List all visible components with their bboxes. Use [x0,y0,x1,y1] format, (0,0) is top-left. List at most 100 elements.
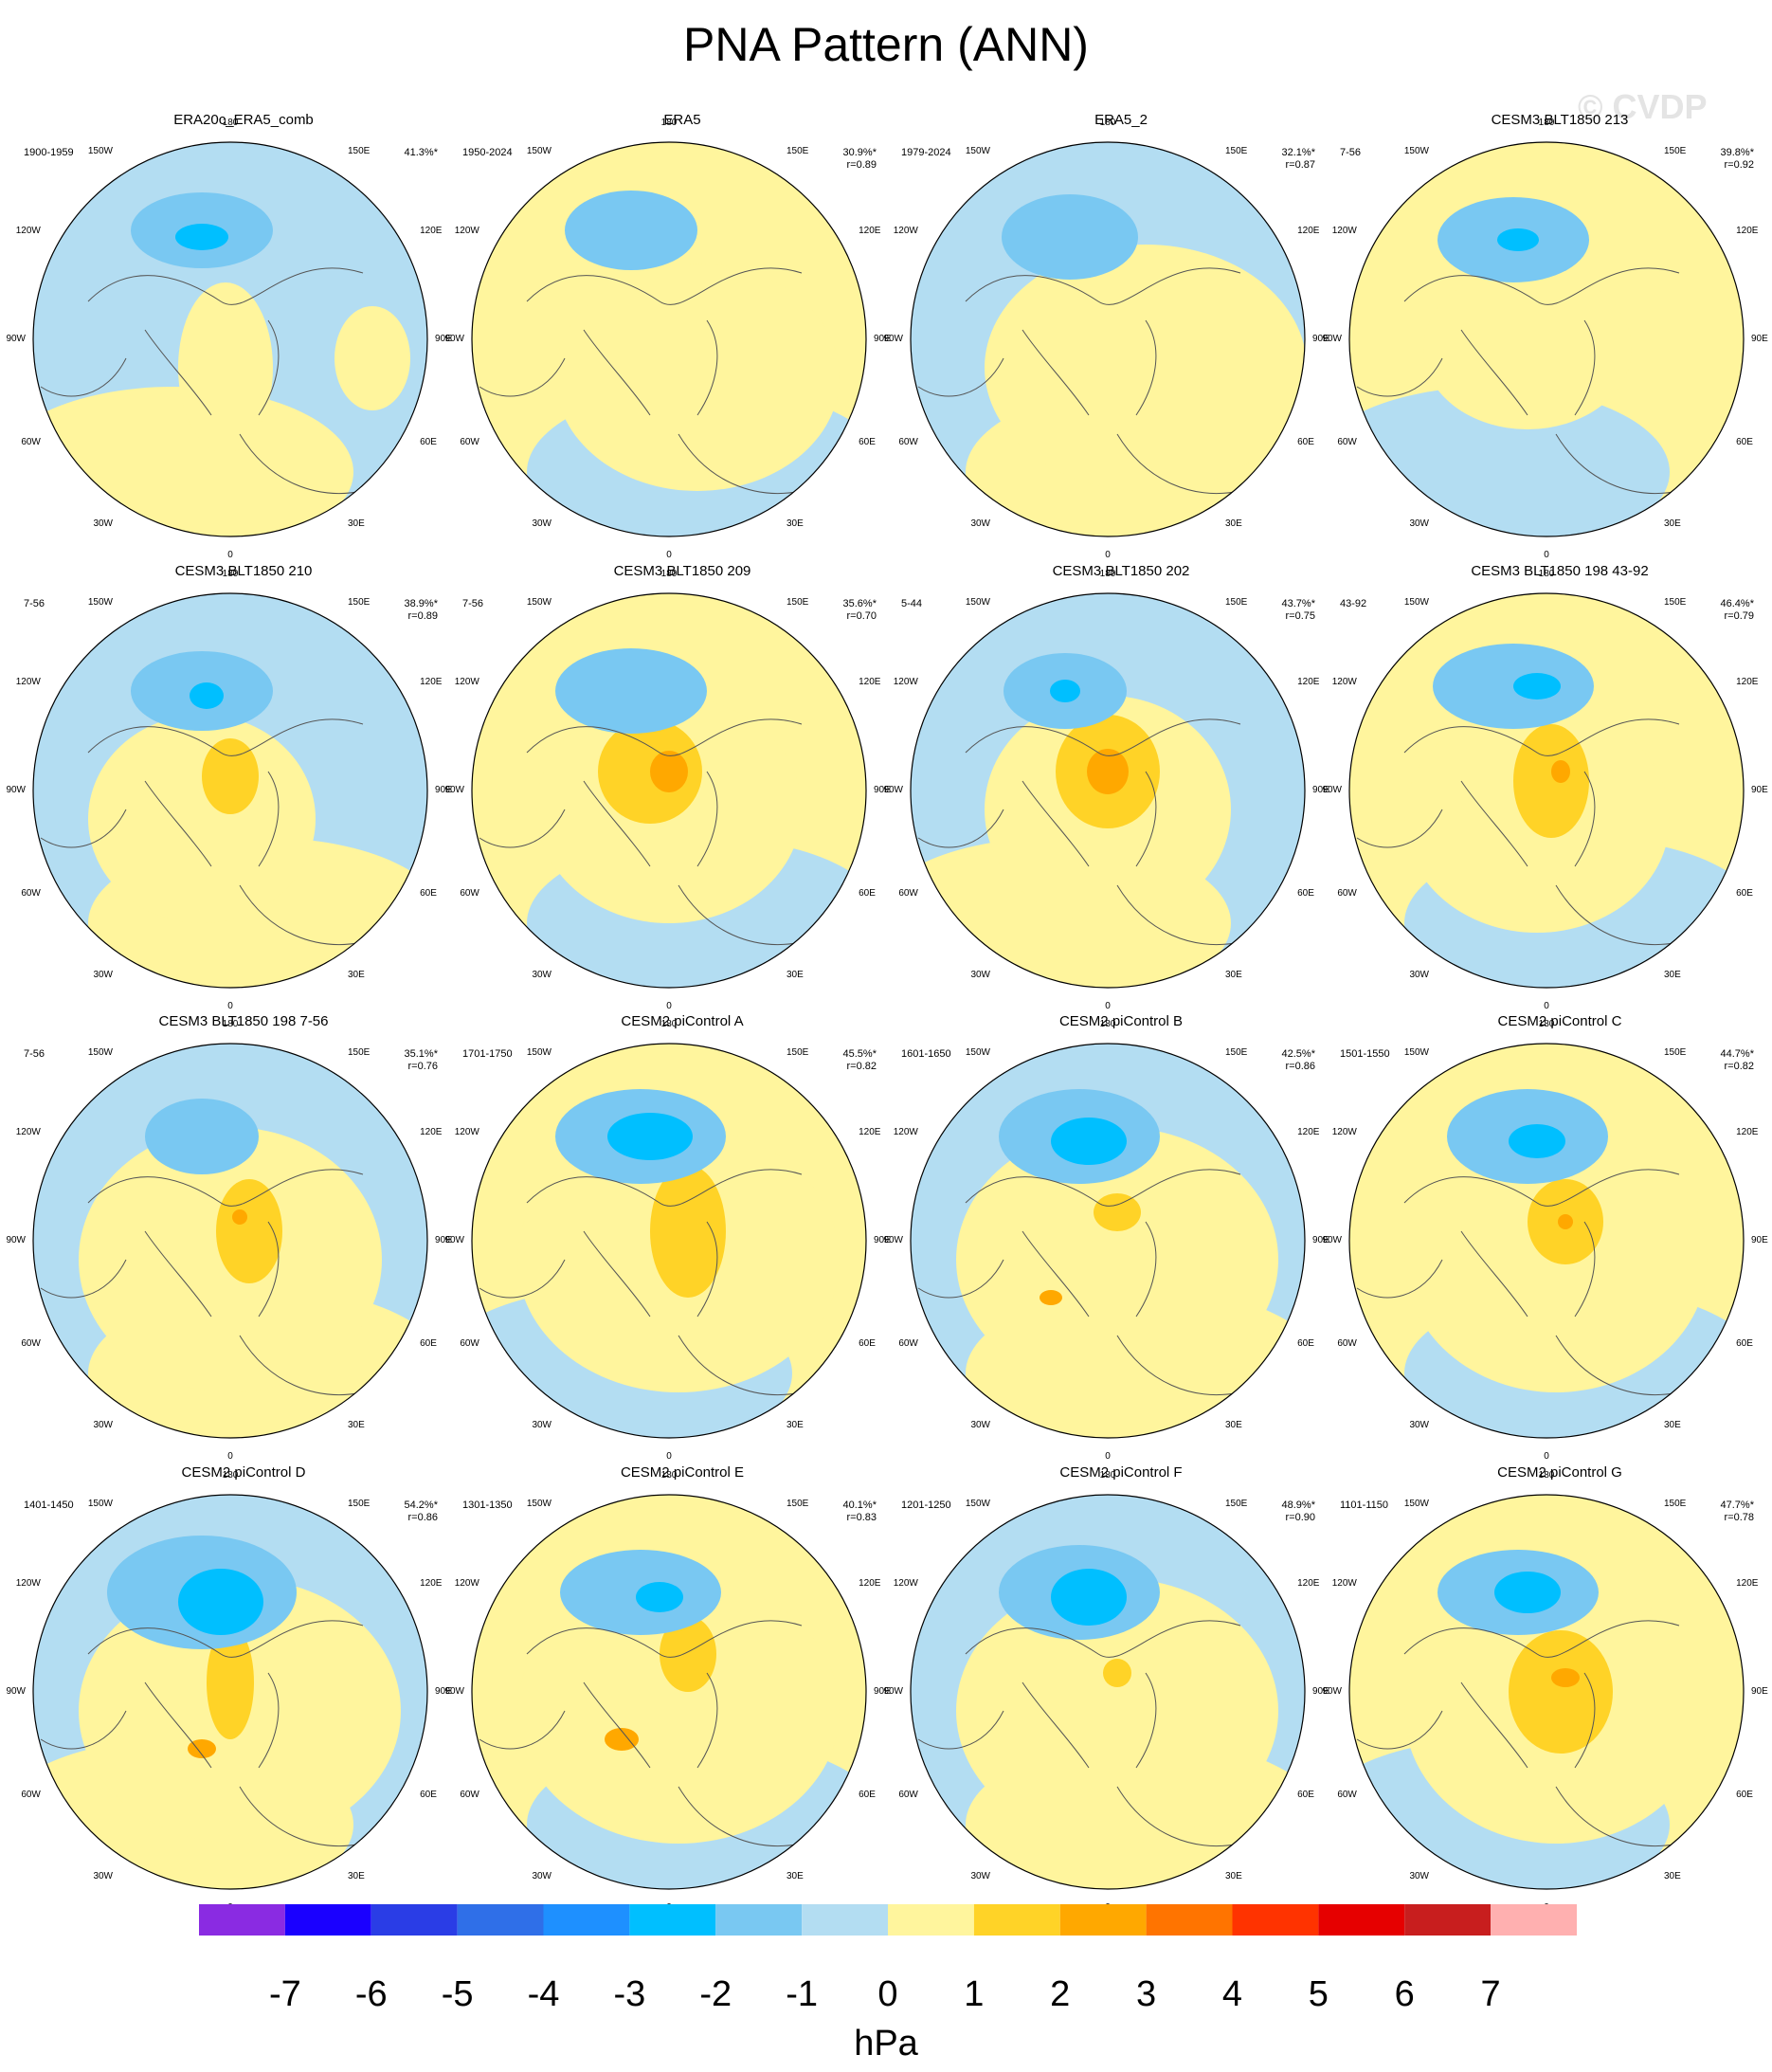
longitude-label: 150W [526,145,551,156]
longitude-label: 30W [970,518,990,530]
longitude-label: 120W [1331,226,1357,236]
panel-period: 7-56 [24,598,45,609]
panel-variance-pct: 45.5%* [842,1048,877,1060]
longitude-label: 30W [532,970,551,981]
colorbar-tick-label: 7 [1480,1974,1501,2014]
longitude-label: 90E [874,334,891,344]
longitude-label: 120W [454,1127,479,1137]
longitude-label: 150E [1664,1046,1687,1058]
longitude-label: 30W [1409,518,1429,530]
longitude-label: 120E [1297,1578,1320,1589]
panel-pattern-corr: r=0.76 [407,1061,439,1072]
longitude-label: 150E [1664,145,1687,156]
panel-stats: 35.6%* r=0.70 [820,598,877,623]
map-boundary [471,1043,867,1439]
longitude-label: 60E [420,888,437,899]
longitude-label: 180 [660,118,678,128]
longitude-label: 60E [1297,888,1314,899]
longitude-label: 150E [348,145,371,156]
longitude-label: 90E [1751,785,1768,795]
panel-title: CESM2 piControl D [181,1464,306,1481]
longitude-label: 180 [660,569,678,579]
longitude-label: 180 [1538,1470,1555,1481]
longitude-label: 120E [1736,677,1759,687]
panel-pattern-corr: r=0.92 [1724,159,1755,171]
positive-anomaly-region [335,306,410,410]
panel-period: 1501-1550 [1340,1048,1390,1060]
longitude-label: 30E [787,518,804,530]
longitude-label: 30W [970,970,990,981]
longitude-label: 0 [666,550,672,560]
longitude-label: 150E [1664,1498,1687,1509]
panel-title: ERA20c_ERA5_comb [173,112,314,128]
panel-pattern-corr: r=0.82 [1724,1061,1755,1072]
panel-stats: 39.8%* r=0.92 [1697,147,1754,172]
longitude-label: 30E [1664,1420,1681,1431]
colorbar-tick-label: -5 [441,1974,474,2014]
negative-anomaly-center [1051,1569,1127,1626]
coastline [479,267,803,494]
panel-title: CESM3 BLT1850 198 7-56 [158,1013,329,1029]
negative-anomaly-center [565,191,697,270]
longitude-label: 90E [1312,785,1329,795]
panel-pattern-corr: r=0.89 [407,610,439,622]
longitude-label: 30E [1225,970,1242,981]
longitude-label: 150W [526,596,551,608]
positive-anomaly-core [1509,1630,1613,1754]
longitude-label: 90E [1751,1235,1768,1245]
positive-anomaly-core [232,1209,247,1225]
positive-anomaly-region [956,1127,1278,1392]
panel-pattern-corr: r=0.82 [846,1061,877,1072]
longitude-label: 150E [1225,1046,1248,1058]
longitude-label: 30E [348,518,365,530]
longitude-label: 120W [893,677,918,687]
longitude-label: 120W [893,1578,918,1589]
panel-stats: 44.7%* r=0.82 [1697,1048,1754,1073]
polar-map [910,1043,1306,1439]
longitude-label: 60W [21,888,41,899]
panel-variance-pct: 35.6%* [842,598,877,609]
positive-anomaly-core [188,1739,216,1758]
longitude-label: 120E [1297,226,1320,236]
coastline [1356,1620,1680,1846]
longitude-label: 60E [1736,1338,1753,1349]
negative-anomaly-center [1002,194,1138,280]
coastline [1356,718,1680,945]
longitude-label: 90E [435,1235,452,1245]
polar-map [32,1043,428,1439]
colorbar-tick-label: 1 [964,1974,985,2014]
panel-period: 1301-1350 [462,1499,513,1511]
colorbar-tick-label: -4 [527,1974,560,2014]
longitude-label: 90W [444,1235,464,1245]
positive-anomaly-core [1087,749,1129,794]
panel-stats: 54.2%* r=0.86 [381,1499,438,1524]
longitude-label: 90E [435,785,452,795]
positive-anomaly-core [216,1179,282,1283]
longitude-label: 120E [420,1578,443,1589]
map-panel: CESM3 BLT1850 202 5-44 43.7%* r=0.75 180 150E… [883,563,1344,1011]
panel-pattern-corr: r=0.86 [407,1512,439,1523]
polar-map [471,592,867,989]
panel-title: CESM3 BLT1850 202 [1052,563,1190,579]
colorbar-tick-label: -3 [613,1974,646,2014]
longitude-label: 150W [1403,1046,1429,1058]
panel-variance-pct: 46.4%* [1720,598,1754,609]
map-boundary [1348,1494,1745,1890]
map-boundary [910,1494,1306,1890]
map-panel: CESM3 BLT1850 198 7-56 7-56 35.1%* r=0.76 18… [6,1013,466,1462]
longitude-label: 180 [222,1470,239,1481]
colorbar-units: hPa [854,2024,918,2063]
longitude-label: 30E [1225,1871,1242,1882]
map-boundary [471,592,867,989]
longitude-label: 150W [87,145,113,156]
longitude-label: 60E [1736,888,1753,899]
longitude-label: 90W [444,785,464,795]
panel-variance-pct: 32.1%* [1281,147,1315,158]
longitude-label: 120W [1331,677,1357,687]
longitude-label: 30W [532,1420,551,1431]
negative-anomaly-center [190,682,224,709]
positive-anomaly-core [1558,1214,1573,1229]
map-panel: CESM2 piControl E 1301-1350 40.1%* r=0.83 18… [444,1464,905,1913]
longitude-label: 0 [1105,1902,1111,1913]
panel-period: 1601-1650 [901,1048,951,1060]
